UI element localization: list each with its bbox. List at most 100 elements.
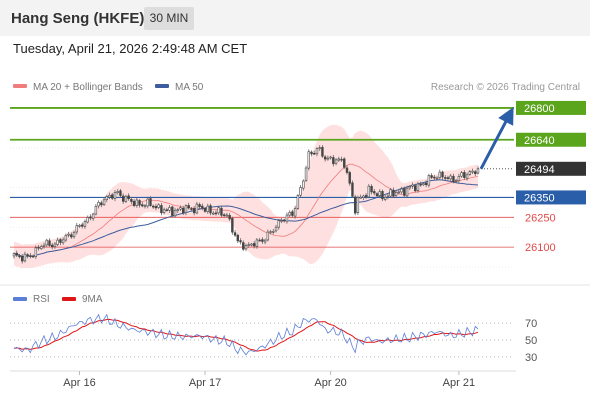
candle xyxy=(108,192,111,200)
candle xyxy=(351,180,354,198)
candle xyxy=(266,229,270,242)
last-price-tag: 26494 xyxy=(516,161,586,176)
candle xyxy=(105,194,109,203)
candle xyxy=(283,218,286,223)
level-tag-26640: 26640 xyxy=(516,132,586,147)
candle xyxy=(149,196,152,207)
candle xyxy=(394,190,398,199)
candle xyxy=(474,170,477,177)
candle xyxy=(403,186,406,198)
candle xyxy=(468,169,472,176)
candle xyxy=(94,203,98,216)
candle xyxy=(157,203,160,210)
candle xyxy=(72,230,76,239)
candle xyxy=(367,184,371,199)
candle xyxy=(414,183,417,193)
candle xyxy=(405,185,409,198)
candle xyxy=(70,232,73,239)
candle xyxy=(269,229,272,235)
candle xyxy=(37,245,40,251)
candle xyxy=(12,252,16,259)
candle xyxy=(91,212,95,221)
x-label: Apr 16 xyxy=(63,377,95,389)
candle xyxy=(141,202,144,208)
rsi-grid: 70 50 30 xyxy=(10,318,537,364)
candle xyxy=(86,215,89,224)
candle xyxy=(23,251,27,263)
candle xyxy=(383,195,387,202)
candle xyxy=(353,194,357,216)
candle xyxy=(127,193,130,201)
candle xyxy=(75,223,78,235)
candle xyxy=(239,238,242,245)
candle xyxy=(359,194,362,199)
level-tag-26350: 26350 xyxy=(516,190,586,205)
candle xyxy=(419,181,422,187)
candle xyxy=(135,197,139,208)
candle xyxy=(392,187,395,199)
candle xyxy=(452,173,455,184)
candle xyxy=(457,173,461,184)
candle xyxy=(119,189,122,198)
candle xyxy=(83,219,87,229)
candle xyxy=(411,182,414,189)
candle xyxy=(102,197,106,207)
candle xyxy=(18,253,21,259)
header-bar: Hang Seng (HKFE) 30 MIN xyxy=(0,0,590,36)
candle xyxy=(61,237,65,245)
candle xyxy=(454,178,458,184)
x-axis-labels: Apr 16 Apr 17 Apr 20 Apr 21 xyxy=(63,371,475,389)
candle xyxy=(299,184,302,198)
candle xyxy=(471,168,474,174)
candle xyxy=(258,237,261,242)
candle xyxy=(307,149,310,171)
candle xyxy=(446,175,450,181)
candle xyxy=(132,199,136,208)
candle xyxy=(370,184,373,195)
level-tags: 26800 26640 26350 26250 26100 26494 xyxy=(516,100,586,254)
candle xyxy=(182,205,185,215)
x-label: Apr 20 xyxy=(314,377,346,389)
candle xyxy=(138,199,141,208)
candle xyxy=(285,212,289,224)
candle xyxy=(45,238,48,248)
rsi-legend: RSI 9MA xyxy=(13,294,103,305)
svg-text:26800: 26800 xyxy=(524,103,555,115)
candle xyxy=(400,186,403,195)
candle xyxy=(422,182,425,187)
legend-ma20: MA 20 + Bollinger Bands xyxy=(33,82,143,93)
candle xyxy=(143,203,147,209)
candle xyxy=(29,253,32,259)
candle xyxy=(424,180,428,188)
candle xyxy=(78,223,81,228)
candle xyxy=(209,203,212,216)
svg-text:26494: 26494 xyxy=(524,164,555,176)
candle xyxy=(228,212,231,221)
candle xyxy=(310,150,313,157)
candle xyxy=(53,241,57,249)
candle xyxy=(152,204,155,209)
svg-text:26640: 26640 xyxy=(524,135,555,147)
candle xyxy=(124,194,128,204)
candle xyxy=(430,173,433,180)
candle xyxy=(15,250,18,258)
rsi-tick-30: 30 xyxy=(525,352,537,364)
candle xyxy=(34,245,38,259)
candle xyxy=(272,228,275,235)
candle xyxy=(465,172,469,181)
candle xyxy=(176,207,179,213)
candle xyxy=(296,194,300,210)
forecast-arrow xyxy=(479,106,514,170)
candle xyxy=(97,200,100,209)
candle xyxy=(154,203,158,211)
timestamp: Tuesday, April 21, 2026 2:49:48 AM CET xyxy=(13,41,248,56)
candle xyxy=(348,170,351,186)
timeframe-badge[interactable]: 30 MIN xyxy=(144,7,194,30)
candle xyxy=(203,207,207,213)
rsi-line xyxy=(13,313,479,356)
candle xyxy=(31,254,35,258)
candle xyxy=(274,224,278,233)
candle xyxy=(192,206,196,216)
candle xyxy=(187,202,190,210)
